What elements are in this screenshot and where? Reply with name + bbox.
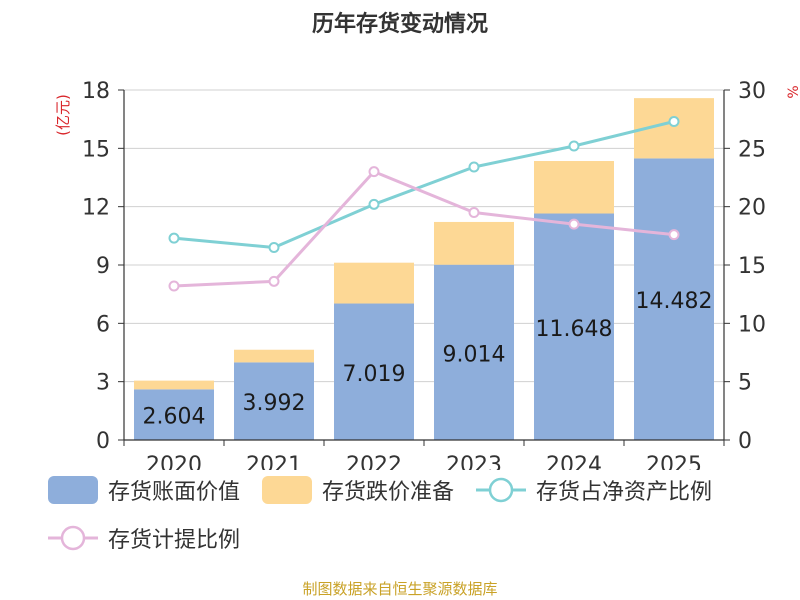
bar-impairment — [434, 221, 514, 265]
point-net-asset-ratio — [568, 140, 580, 152]
point-net-asset-ratio — [268, 242, 280, 253]
x-tick-label: 2023 — [446, 453, 502, 470]
bar-impairment — [134, 380, 214, 390]
line-provision-ratio — [173, 170, 675, 288]
bar-book-value — [534, 213, 614, 440]
bar-book-value — [334, 303, 414, 440]
bar-value-label: 14.482 — [636, 289, 713, 314]
line-net-asset-ratio — [173, 120, 675, 249]
legend-label-book-value: 存货账面价值 — [108, 480, 241, 505]
bar-book-value — [434, 264, 514, 440]
x-tick-label: 2025 — [646, 453, 702, 470]
bar-value-label: 9.014 — [443, 342, 506, 367]
y-left-tick-label: 6 — [96, 312, 110, 337]
legend-item-impairment[interactable]: 存货跌价准备 — [262, 474, 454, 506]
x-tick-label: 2020 — [146, 453, 202, 470]
bar-value-label: 3.992 — [243, 391, 306, 416]
legend-item-net-asset-ratio[interactable]: 存货占净资产比例 — [476, 474, 712, 506]
x-tick-label: 2024 — [546, 453, 602, 470]
legend-swatch-book-value — [48, 476, 98, 504]
y-left-tick-label: 0 — [96, 429, 110, 454]
y-right-tick-label: 30 — [738, 79, 766, 104]
point-provision-ratio — [568, 218, 580, 230]
bar-impairment — [534, 161, 614, 214]
point-provision-ratio — [668, 229, 680, 241]
x-tick-label: 2022 — [346, 453, 402, 470]
chart-legend: 存货账面价值 存货跌价准备 存货占净资产比例 存货计提比例 — [48, 470, 788, 566]
y-right-tick-label: 20 — [738, 196, 766, 221]
legend-label-impairment: 存货跌价准备 — [322, 480, 455, 505]
point-provision-ratio — [268, 275, 280, 287]
point-net-asset-ratio — [668, 116, 680, 127]
legend-label-net-asset-ratio: 存货占净资产比例 — [536, 480, 713, 505]
data-source-note: 制图数据来自恒生聚源数据库 — [302, 580, 498, 598]
y-right-tick-label: 0 — [738, 429, 752, 454]
x-tick-label: 2021 — [246, 453, 302, 470]
y-left-tick-label: 18 — [82, 79, 110, 104]
bar-value-label: 11.648 — [536, 317, 613, 342]
y-left-tick-label: 9 — [96, 254, 110, 279]
bar-value-label: 2.604 — [143, 405, 206, 430]
bar-book-value — [634, 158, 714, 440]
y-left-axis-title: (亿元) — [54, 94, 72, 136]
legend-swatch-net-asset-ratio — [476, 477, 527, 503]
y-right-tick-label: 5 — [738, 371, 752, 396]
y-left-tick-label: 12 — [82, 196, 110, 221]
point-net-asset-ratio — [168, 232, 180, 244]
legend-label-provision-ratio: 存货计提比例 — [108, 528, 241, 553]
chart-title: 历年存货变动情况 — [311, 12, 488, 37]
bar-book-value — [234, 362, 314, 440]
y-right-axis-title: % — [786, 85, 800, 98]
point-provision-ratio — [168, 280, 180, 292]
y-right-tick-label: 15 — [738, 254, 766, 279]
bar-value-label: 7.019 — [343, 362, 406, 387]
legend-swatch-provision-ratio — [48, 525, 98, 551]
legend-item-provision-ratio[interactable]: 存货计提比例 — [48, 522, 240, 554]
point-provision-ratio — [468, 207, 480, 218]
point-provision-ratio — [368, 166, 380, 178]
legend-item-book-value[interactable]: 存货账面价值 — [48, 474, 240, 506]
y-right-tick-label: 25 — [738, 137, 766, 162]
inventory-chart: 0369121518051015202530(亿元)%2.6043.9927.0… — [54, 79, 800, 470]
y-left-tick-label: 15 — [82, 137, 110, 162]
y-right-tick-label: 10 — [738, 312, 766, 337]
bar-impairment — [234, 349, 314, 363]
y-left-tick-label: 3 — [96, 371, 110, 396]
bar-book-value — [134, 389, 214, 440]
point-net-asset-ratio — [368, 198, 380, 210]
legend-swatch-impairment — [262, 476, 313, 504]
point-net-asset-ratio — [468, 161, 480, 173]
bar-impairment — [334, 262, 414, 304]
